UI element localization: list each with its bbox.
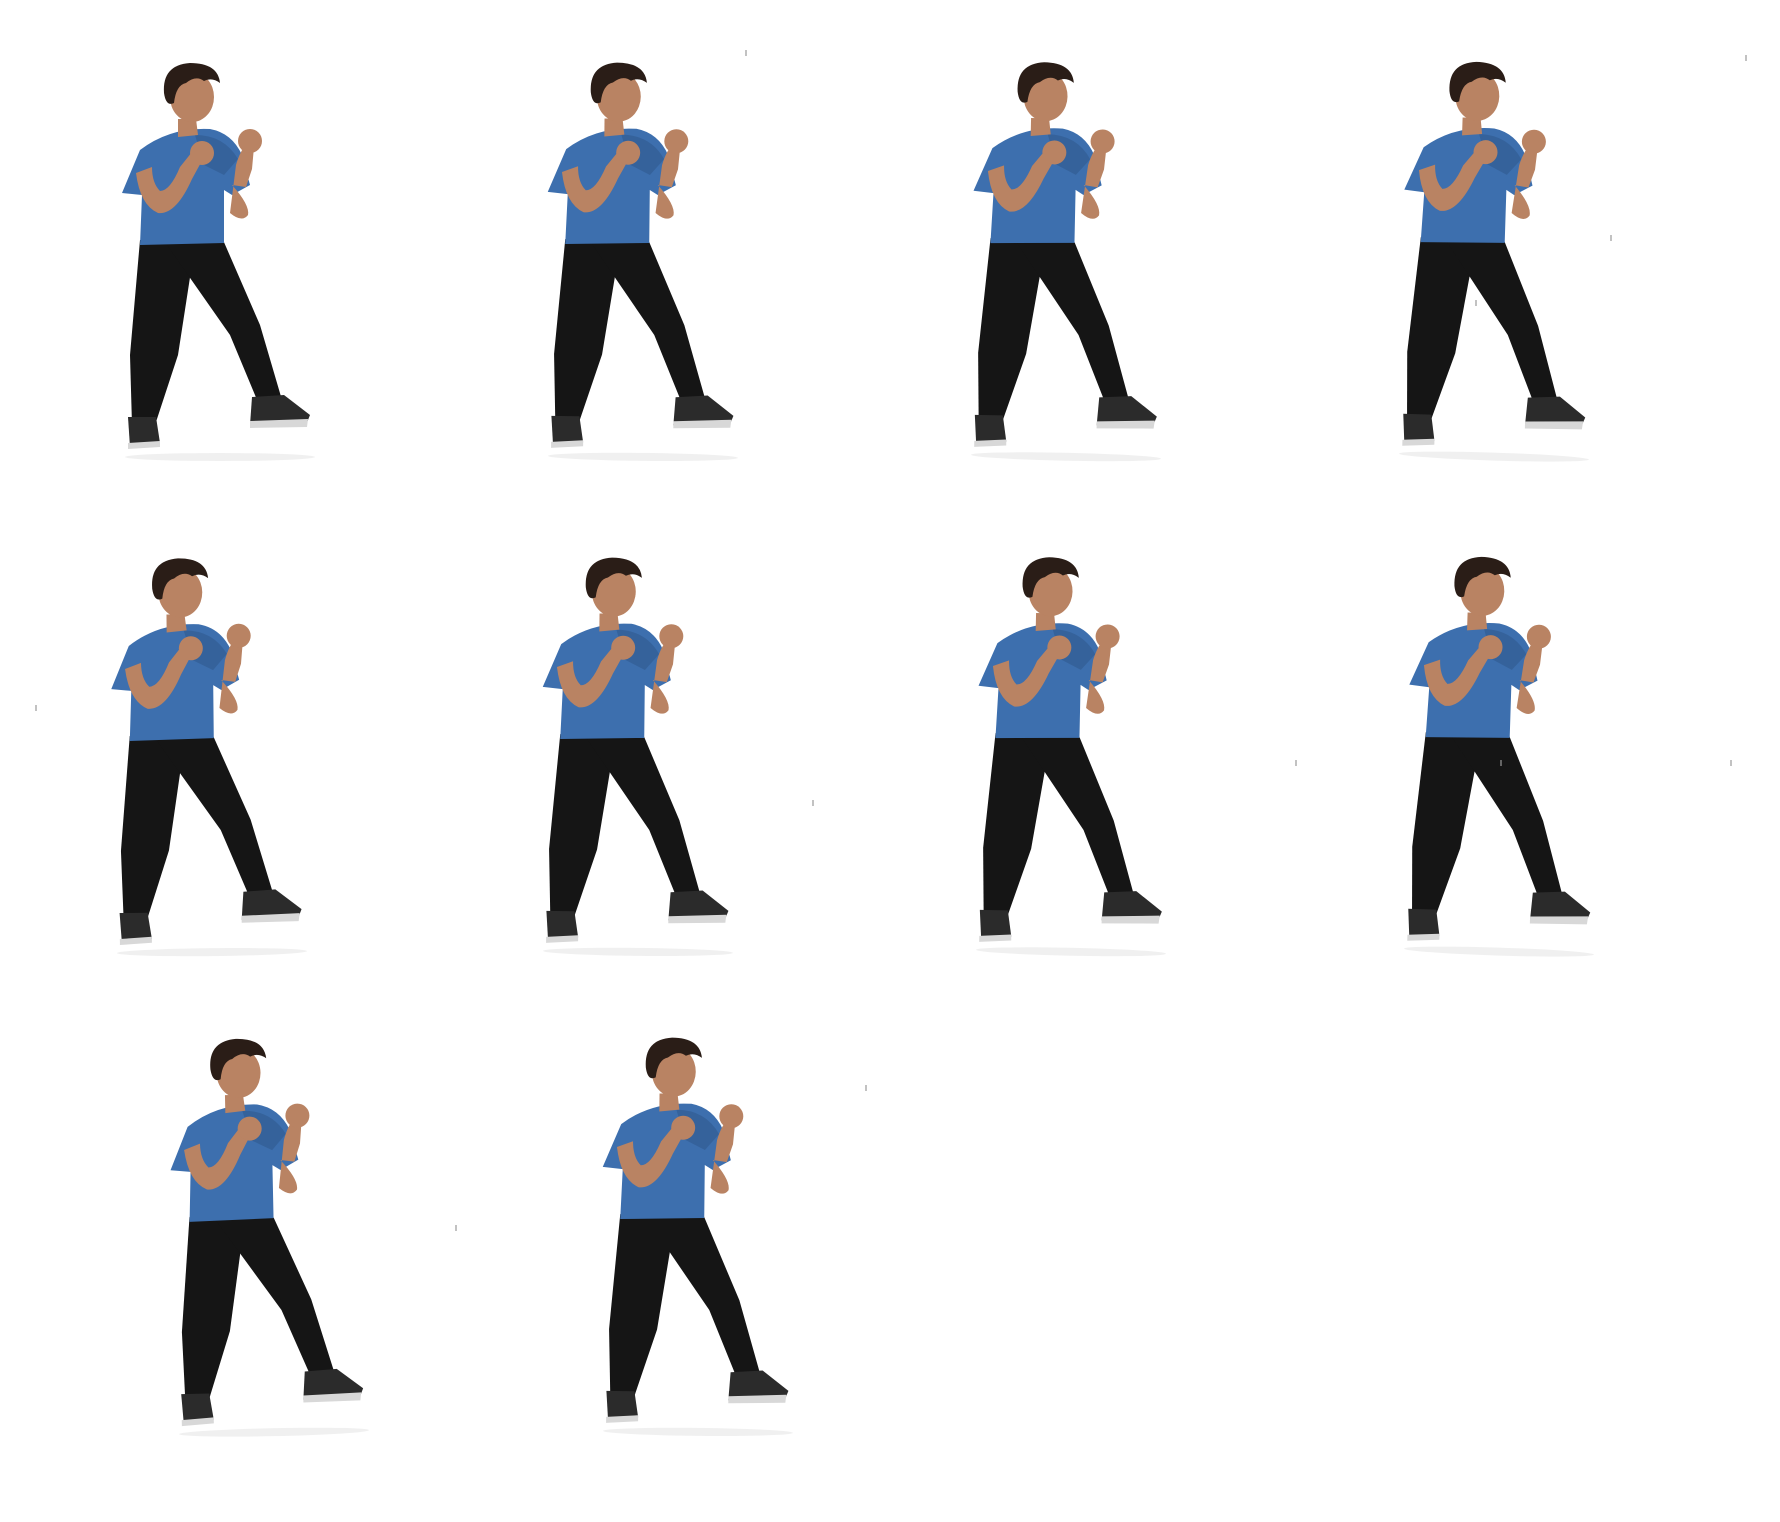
pose-frame-1 [100, 55, 360, 475]
pose-frame-3 [950, 55, 1210, 475]
pose-frame-5 [90, 550, 350, 970]
background-speck [1500, 760, 1502, 766]
pose-frame-2 [525, 55, 785, 475]
background-speck [865, 1085, 867, 1091]
person-figure [547, 62, 738, 462]
background-speck [35, 705, 37, 711]
background-speck [1745, 55, 1747, 61]
pose-frame-9 [150, 1030, 410, 1450]
pose-frame-8 [1385, 550, 1645, 970]
person-figure [1399, 61, 1589, 462]
person-figure [602, 1037, 793, 1437]
person-figure [971, 62, 1161, 462]
background-speck [455, 1225, 457, 1231]
person-figure [170, 1038, 370, 1437]
person-figure [542, 557, 733, 957]
person-figure [976, 557, 1166, 957]
background-speck [745, 50, 747, 56]
person-figure [111, 558, 308, 957]
background-speck [1295, 760, 1297, 766]
person-figure [1404, 556, 1594, 957]
background-speck [1475, 300, 1477, 306]
pose-frame-6 [520, 550, 780, 970]
pose-frame-10 [580, 1030, 840, 1450]
person-figure [122, 63, 315, 461]
background-speck [812, 800, 814, 806]
background-speck [1610, 235, 1612, 241]
pose-frame-4 [1380, 55, 1640, 475]
pose-frame-7 [955, 550, 1215, 970]
background-speck [1730, 760, 1732, 766]
